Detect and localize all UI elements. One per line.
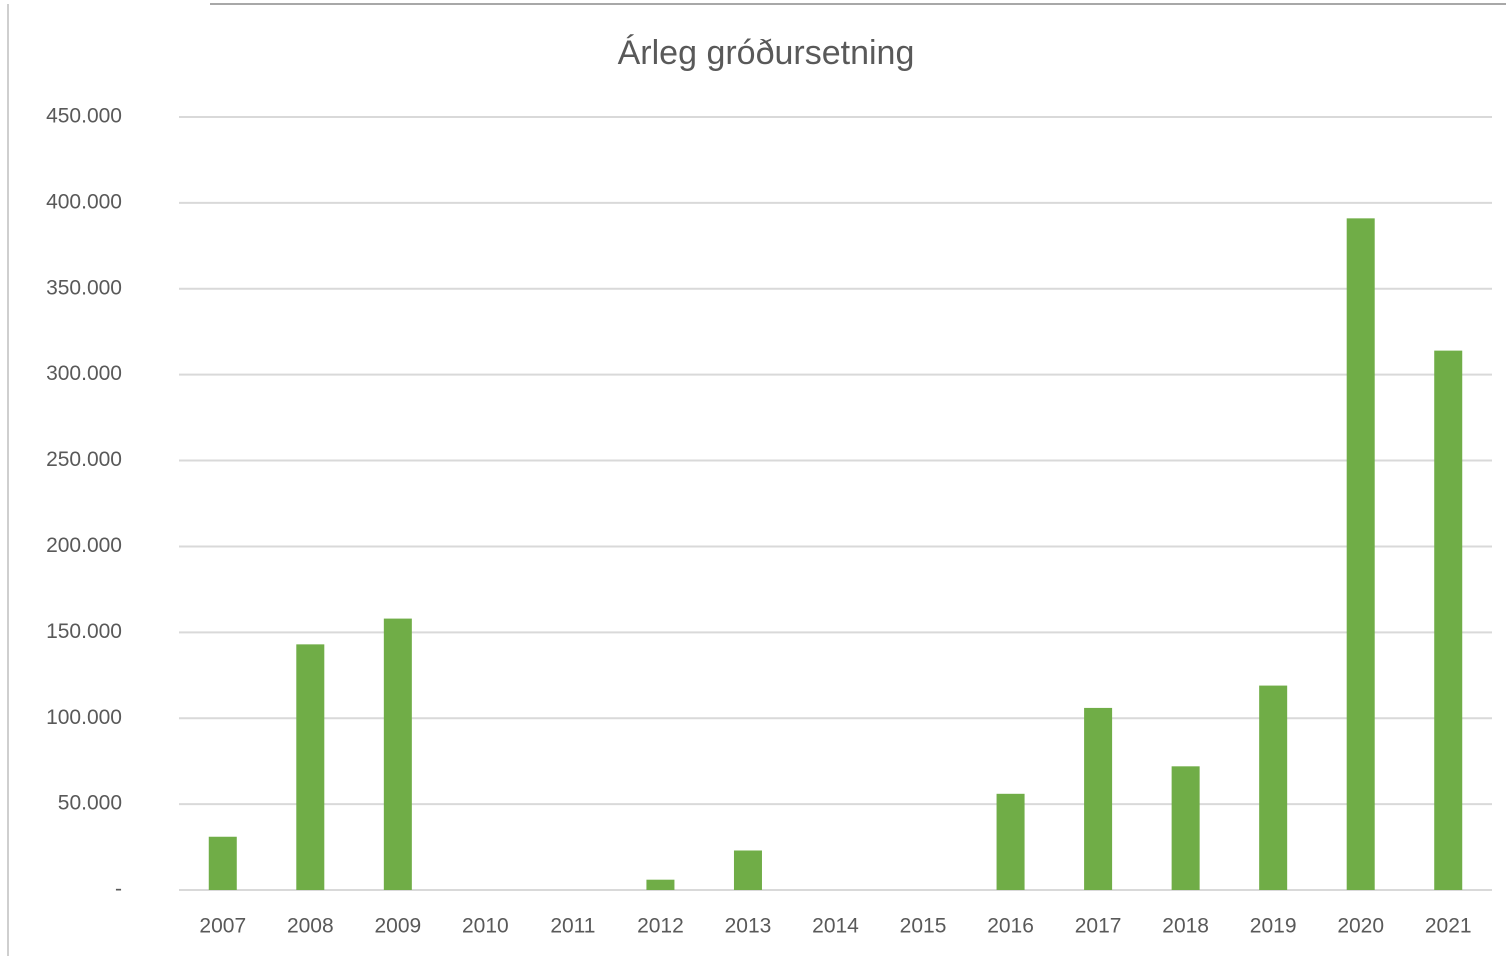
x-tick-label: 2016 — [987, 915, 1034, 938]
bar — [733, 850, 762, 890]
chart-title: Árleg gróðursetning — [618, 34, 915, 72]
bar — [208, 836, 237, 890]
x-tick-label: 2015 — [900, 915, 947, 938]
y-tick-label: 50.000 — [58, 792, 122, 815]
x-tick-label: 2011 — [550, 915, 595, 938]
x-tick-label: 2009 — [374, 915, 421, 938]
y-tick-label: 300.000 — [46, 362, 122, 385]
y-tick-label: 350.000 — [46, 276, 122, 299]
x-tick-label: 2020 — [1337, 915, 1384, 938]
x-tick-label: 2012 — [637, 915, 684, 938]
bar — [646, 879, 675, 890]
x-tick-label: 2018 — [1162, 915, 1209, 938]
bar — [1259, 685, 1288, 890]
x-tick-label: 2007 — [199, 915, 246, 938]
y-tick-label: 150.000 — [46, 620, 122, 643]
y-tick-label: 250.000 — [46, 448, 122, 471]
y-tick-label: 100.000 — [46, 706, 122, 729]
y-tick-label: 450.000 — [46, 105, 122, 128]
x-tick-label: 2013 — [725, 915, 772, 938]
y-tick-label: 400.000 — [46, 190, 122, 213]
x-tick-label: 2021 — [1425, 915, 1472, 938]
y-tick-label: - — [115, 878, 122, 901]
x-tick-label: 2008 — [287, 915, 334, 938]
bar — [296, 644, 325, 890]
bar — [1171, 766, 1200, 890]
bar — [383, 618, 412, 890]
x-tick-label: 2014 — [812, 915, 859, 938]
bar — [996, 793, 1025, 890]
y-tick-label: 200.000 — [46, 534, 122, 557]
bar — [1346, 218, 1375, 891]
x-tick-label: 2019 — [1250, 915, 1297, 938]
bar — [1434, 350, 1463, 890]
bar — [1084, 707, 1113, 890]
x-tick-label: 2010 — [462, 915, 509, 938]
x-tick-label: 2017 — [1075, 915, 1122, 938]
